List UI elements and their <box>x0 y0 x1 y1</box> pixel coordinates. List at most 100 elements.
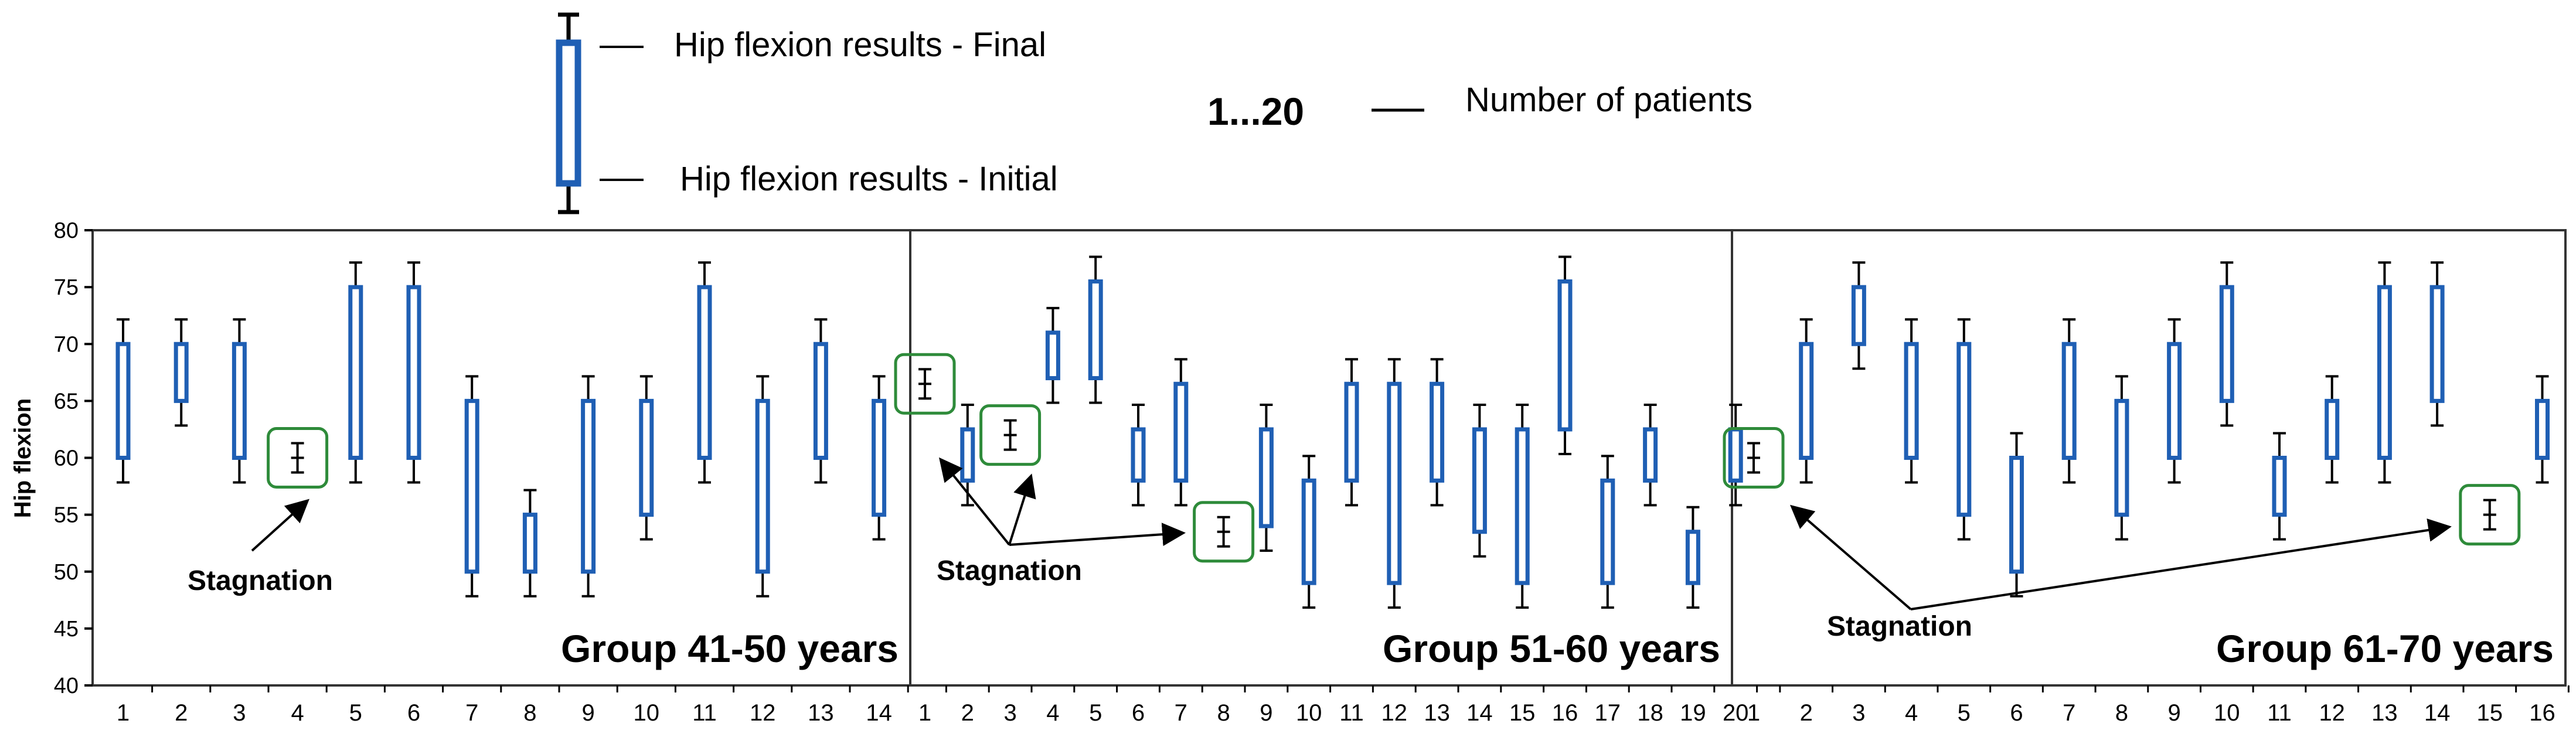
range-bar <box>115 342 131 460</box>
range-bar <box>581 398 596 574</box>
range-bar <box>1728 427 1743 483</box>
x-tick-label: 3 <box>1852 700 1865 726</box>
patient-3: 3 <box>979 404 1042 726</box>
range-bar <box>1131 427 1146 483</box>
plot-frame <box>91 229 2567 687</box>
legend-patients-label: Number of patients <box>1465 81 1753 119</box>
x-tick-label: 16 <box>1552 700 1578 726</box>
patient-18: 18 <box>1637 403 1673 726</box>
range-bar <box>2535 398 2550 460</box>
patient-11: 11 <box>2267 432 2307 726</box>
range-bar <box>813 342 828 460</box>
x-tick-label: 12 <box>2319 700 2345 726</box>
patient-14: 14 <box>2424 261 2465 726</box>
stagnation-marker-box <box>979 404 1042 466</box>
patient-1: 1 <box>115 318 154 726</box>
x-tick-label: 6 <box>2010 700 2023 726</box>
patient-1: 1 <box>894 353 956 726</box>
patient-5: 5 <box>1088 255 1118 726</box>
y-tick-label: 75 <box>54 275 79 300</box>
stagnation-arrow <box>1008 473 1036 545</box>
patient-12: 12 <box>750 375 793 726</box>
range-bar <box>173 342 189 403</box>
patient-10: 10 <box>634 375 676 726</box>
patient-5: 5 <box>1956 318 1992 726</box>
stagnation-label: Stagnation <box>188 565 333 596</box>
range-bar <box>1799 342 1814 460</box>
legend-range-bar <box>556 39 581 187</box>
range-bar <box>1904 342 1919 460</box>
legend: Hip flexion results - Final Hip flexion … <box>556 12 1753 214</box>
range-bar <box>1685 530 1700 585</box>
range-bar <box>1045 330 1060 381</box>
range-bar <box>2061 342 2077 460</box>
range-bar <box>1344 381 1359 483</box>
y-tick-label: 55 <box>54 503 79 528</box>
range-bar <box>1851 285 1866 346</box>
x-tick-label: 7 <box>465 700 478 726</box>
patient-4: 4 <box>1045 306 1076 726</box>
range-bar <box>2167 342 2182 460</box>
range-bar <box>1301 478 1316 585</box>
x-tick-label: 8 <box>1217 700 1230 726</box>
x-tick-label: 12 <box>750 700 776 726</box>
range-bar <box>1430 381 1445 483</box>
x-tick-label: 7 <box>2063 700 2075 726</box>
x-tick-label: 15 <box>1509 700 1536 726</box>
patient-9: 9 <box>2167 318 2201 726</box>
x-tick-label: 2 <box>961 700 974 726</box>
range-bar <box>522 513 537 574</box>
group-title: Group 51-60 years <box>1383 627 1720 670</box>
range-bar <box>960 427 975 483</box>
patient-3: 3 <box>1851 261 1886 726</box>
range-bar <box>1956 342 1972 517</box>
y-tick-label: 45 <box>54 617 79 641</box>
patient-8: 8 <box>522 489 560 726</box>
y-tick-label: 70 <box>54 332 79 357</box>
x-tick-label: 9 <box>2167 700 2180 726</box>
stagnation-marker-box <box>267 427 329 489</box>
x-tick-label: 19 <box>1680 700 1706 726</box>
patient-6: 6 <box>406 261 444 726</box>
patient-1: 1 <box>1723 427 1785 726</box>
x-tick-label: 16 <box>2529 700 2555 726</box>
patient-7: 7 <box>464 375 502 726</box>
range-bar <box>697 285 712 460</box>
x-tick-label: 14 <box>1466 700 1493 726</box>
range-bar <box>639 398 654 517</box>
x-tick-label: 5 <box>1089 700 1102 726</box>
x-tick-label: 14 <box>866 700 892 726</box>
x-tick-label: 4 <box>1046 700 1059 726</box>
stagnation-marker-box <box>894 353 956 415</box>
y-tick-label: 40 <box>54 674 79 698</box>
patient-3: 3 <box>232 318 270 726</box>
x-tick-label: 5 <box>1958 700 1971 726</box>
range-bar <box>2219 285 2234 403</box>
group-title: Group 41-50 years <box>561 627 899 670</box>
patient-8: 8 <box>2114 375 2149 726</box>
patient-14: 14 <box>866 375 909 726</box>
patient-11: 11 <box>1339 358 1374 726</box>
patient-12: 12 <box>1381 358 1417 726</box>
range-bar <box>2114 398 2129 517</box>
stagnation-marker-box <box>2459 484 2521 546</box>
x-tick-label: 8 <box>2115 700 2128 726</box>
stagnation-marker-box <box>1723 427 1785 489</box>
range-bar <box>1173 381 1189 483</box>
patient-17: 17 <box>1595 455 1630 726</box>
y-ticks: 40 45 50 55 60 65 70 75 80 <box>54 219 93 698</box>
axes: 40 45 50 55 60 65 70 75 80 <box>54 219 2567 698</box>
range-bar <box>755 398 770 574</box>
patient-13: 13 <box>1424 358 1459 726</box>
patient-4: 4 <box>1904 318 1939 726</box>
group-title: Group 61-70 years <box>2216 627 2554 670</box>
patient-7: 7 <box>2061 318 2097 726</box>
patient-12: 12 <box>2319 375 2360 726</box>
range-bar <box>2009 456 2024 574</box>
x-tick-label: 18 <box>1637 700 1663 726</box>
x-tick-label: 4 <box>1905 700 1918 726</box>
patient-20: 20 <box>1723 403 1758 726</box>
